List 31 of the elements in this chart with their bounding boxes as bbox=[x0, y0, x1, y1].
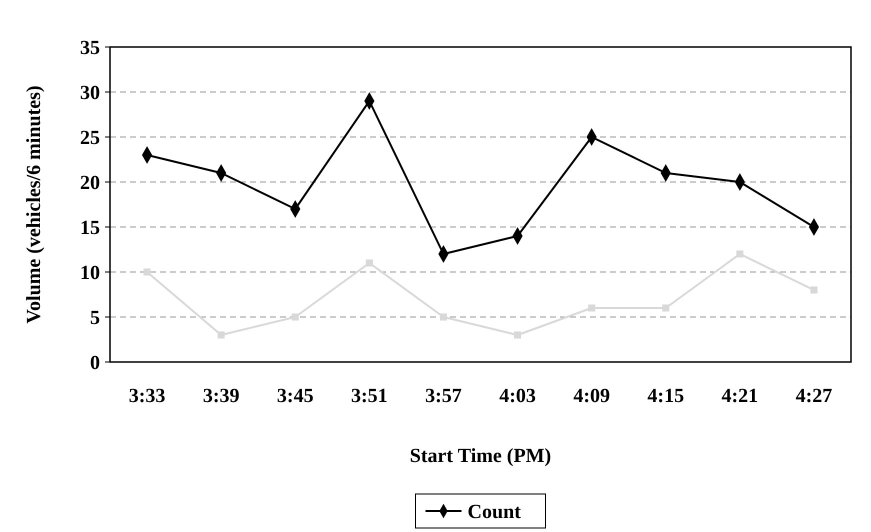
x-tick-label: 3:57 bbox=[425, 385, 462, 407]
y-tick-label: 25 bbox=[80, 127, 100, 149]
point bbox=[292, 313, 299, 321]
point bbox=[440, 313, 447, 321]
x-tick-label: 3:45 bbox=[276, 385, 314, 407]
y-tick-label: 35 bbox=[80, 37, 100, 59]
y-axis-title: Volume (vehicles/6 minutes) bbox=[23, 85, 45, 324]
point bbox=[810, 286, 818, 294]
x-tick-label: 4:09 bbox=[573, 385, 610, 407]
point bbox=[366, 259, 373, 267]
x-tick-label: 4:21 bbox=[722, 385, 758, 407]
x-tick-label: 3:33 bbox=[128, 385, 166, 407]
x-axis-title: Start Time (PM) bbox=[410, 445, 552, 467]
legend-label: Count bbox=[468, 501, 522, 523]
point bbox=[736, 250, 744, 258]
y-tick-label: 0 bbox=[90, 352, 100, 374]
y-tick-label: 5 bbox=[90, 307, 100, 329]
y-tick-label: 20 bbox=[80, 172, 100, 194]
x-tick-label: 3:39 bbox=[202, 385, 240, 407]
x-tick-label: 4:03 bbox=[499, 385, 536, 407]
y-tick-label: 15 bbox=[80, 217, 100, 239]
point bbox=[588, 304, 596, 312]
x-tick-label: 4:15 bbox=[647, 385, 684, 407]
y-tick-label: 10 bbox=[80, 262, 100, 284]
point bbox=[144, 268, 151, 276]
x-tick-label: 4:27 bbox=[796, 385, 832, 407]
y-tick-label: 30 bbox=[80, 82, 100, 104]
point bbox=[514, 331, 522, 339]
x-tick-label: 3:51 bbox=[351, 385, 388, 407]
point bbox=[218, 331, 225, 339]
point bbox=[662, 304, 670, 312]
